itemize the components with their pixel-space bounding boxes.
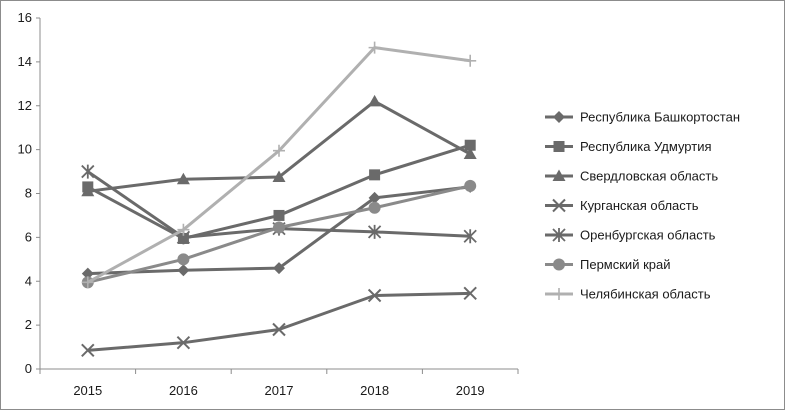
series-4-point <box>272 322 286 337</box>
series-1-point <box>273 262 285 275</box>
y-tick-label: 14 <box>18 54 32 69</box>
y-tick-label: 16 <box>18 10 32 25</box>
legend-marker-5 <box>552 228 566 242</box>
legend-label-5: Оренбургская область <box>580 228 716 243</box>
y-tick-label: 12 <box>18 98 32 113</box>
legend-marker-7 <box>553 288 565 300</box>
y-tick-label: 6 <box>25 229 32 244</box>
series-3-point <box>463 147 477 160</box>
series-5-point <box>367 224 382 239</box>
series-1-point <box>177 264 190 277</box>
y-tick-label: 0 <box>25 361 32 376</box>
series-2-point <box>369 169 381 181</box>
series-1-point <box>368 191 381 204</box>
y-tick-label: 8 <box>25 186 32 201</box>
series-6-point <box>464 179 477 192</box>
legend-label-1: Республика Башкортостан <box>580 110 740 125</box>
series-5-point <box>463 229 477 244</box>
series-4-point <box>176 335 191 350</box>
x-tick-label: 2019 <box>456 383 485 398</box>
legend-marker-3 <box>552 169 566 181</box>
x-tick-label: 2017 <box>265 383 294 398</box>
series-6-point <box>177 253 190 266</box>
legend-marker-2 <box>553 141 565 152</box>
series-line-7 <box>87 46 471 284</box>
legend-label-6: Пермский край <box>580 257 670 272</box>
series-1-point <box>81 267 94 280</box>
legend-label-3: Свердловская область <box>580 169 718 184</box>
series-7-point <box>368 41 381 54</box>
legend-label-7: Челябинская область <box>580 287 711 302</box>
y-tick-label: 10 <box>18 142 32 157</box>
series-4-point <box>463 286 477 301</box>
x-tick-label: 2018 <box>360 383 389 398</box>
series-3-point <box>176 172 190 185</box>
series-5-point <box>81 164 95 179</box>
series-6-point <box>368 201 381 214</box>
series-2-point <box>273 209 285 221</box>
x-tick-label: 2015 <box>73 383 102 398</box>
series-7-point <box>81 276 94 289</box>
legend-marker-6 <box>553 258 565 271</box>
series-3-point <box>368 94 382 107</box>
series-2-point <box>464 139 476 151</box>
series-7-point <box>177 223 190 236</box>
x-tick-label: 2016 <box>169 383 198 398</box>
series-7-point <box>273 144 285 157</box>
series-4-point <box>367 288 382 303</box>
legend-label-2: Республика Удмуртия <box>580 139 712 154</box>
y-tick-label: 4 <box>25 273 32 288</box>
legend-label-4: Курганская область <box>580 198 699 213</box>
legend-marker-1 <box>553 111 565 123</box>
series-4-point <box>81 343 95 358</box>
series-6-point <box>273 221 285 234</box>
legend-marker-4 <box>552 198 566 213</box>
series-3-point <box>272 170 286 183</box>
series-7-point <box>464 54 477 67</box>
series-3-point <box>81 184 95 197</box>
y-tick-label: 2 <box>25 317 32 332</box>
series-line-4 <box>87 291 471 352</box>
